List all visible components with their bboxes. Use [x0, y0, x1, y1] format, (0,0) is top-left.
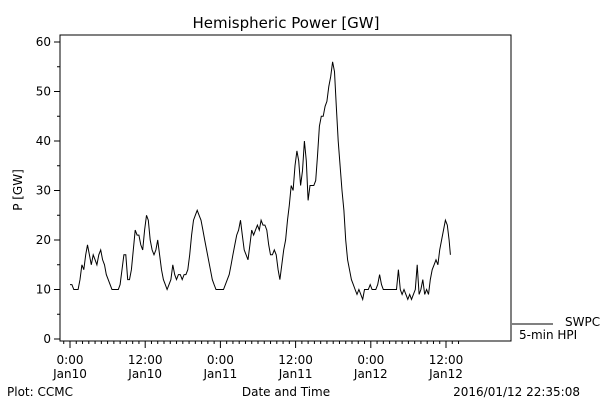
x-tick-time: 12:00 — [128, 353, 163, 367]
x-tick-date: Jan10 — [127, 367, 162, 381]
x-tick-time: 0:00 — [357, 353, 384, 367]
x-tick-time: 12:00 — [429, 353, 464, 367]
y-axis: 0 10 20 30 40 50 60 — [36, 35, 60, 346]
series-line-swpc — [70, 61, 451, 302]
x-axis-label: Date and Time — [242, 385, 330, 399]
legend: SWPC 5-min HPI — [512, 315, 600, 342]
x-tick-date: Jan12 — [353, 367, 388, 381]
y-tick-label-30: 30 — [36, 184, 51, 198]
x-axis: 0:00Jan1012:00Jan100:00Jan1112:00Jan110:… — [52, 341, 463, 381]
y-tick-label-20: 20 — [36, 233, 51, 247]
x-tick-date: Jan12 — [428, 367, 463, 381]
timestamp: 2016/01/12 22:35:08 — [453, 385, 580, 399]
y-tick-label-10: 10 — [36, 283, 51, 297]
y-axis-label: P [GW] — [11, 169, 25, 211]
x-tick-date: Jan11 — [203, 367, 238, 381]
chart-title: Hemispheric Power [GW] — [193, 14, 380, 32]
y-tick-label-60: 60 — [36, 35, 51, 49]
x-tick-time: 12:00 — [278, 353, 313, 367]
legend-label-swpc: SWPC — [565, 315, 600, 329]
legend-label-hpi: 5-min HPI — [519, 328, 577, 342]
plot-frame — [59, 34, 512, 342]
x-tick-date: Jan10 — [52, 367, 87, 381]
x-tick-date: Jan11 — [278, 367, 313, 381]
y-tick-label-50: 50 — [36, 85, 51, 99]
x-tick-time: 0:00 — [207, 353, 234, 367]
y-tick-label-40: 40 — [36, 134, 51, 148]
y-tick-label-0: 0 — [43, 332, 51, 346]
x-tick-time: 0:00 — [57, 353, 84, 367]
plot-credit: Plot: CCMC — [7, 385, 73, 399]
